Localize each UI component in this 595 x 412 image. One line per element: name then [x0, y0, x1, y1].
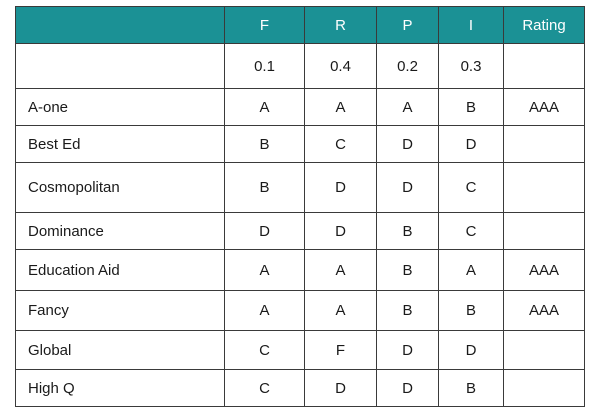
rating-value [503, 212, 585, 250]
grade-r: D [304, 369, 377, 407]
grade-p: B [376, 212, 439, 250]
table-row: Cosmopolitan B D D C [15, 162, 585, 213]
grade-f: B [224, 125, 305, 163]
grade-p: D [376, 125, 439, 163]
grade-p: D [376, 369, 439, 407]
table-row: Global C F D D [15, 330, 585, 370]
table-row: Dominance D D B C [15, 212, 585, 250]
grade-f: A [224, 88, 305, 126]
grade-i: D [438, 330, 504, 370]
weights-label [15, 43, 225, 89]
grade-f: A [224, 290, 305, 331]
rating-value: AAA [503, 290, 585, 331]
header-cell-i: I [438, 6, 504, 44]
grade-r: D [304, 162, 377, 213]
table-row: High Q C D D B [15, 369, 585, 407]
table-row: Best Ed B C D D [15, 125, 585, 163]
ratings-table: F R P I Rating 0.1 0.4 0.2 0.3 A-one A A… [15, 6, 585, 407]
grade-p: B [376, 249, 439, 291]
company-name: Dominance [15, 212, 225, 250]
header-cell-blank [15, 6, 225, 44]
grade-f: C [224, 330, 305, 370]
rating-value [503, 162, 585, 213]
grade-i: C [438, 162, 504, 213]
company-name: Fancy [15, 290, 225, 331]
table-row: A-one A A A B AAA [15, 88, 585, 126]
grade-p: D [376, 330, 439, 370]
grade-p: D [376, 162, 439, 213]
grade-i: B [438, 369, 504, 407]
table-row: Fancy A A B B AAA [15, 290, 585, 331]
weight-p: 0.2 [376, 43, 439, 89]
grade-p: B [376, 290, 439, 331]
grade-r: A [304, 88, 377, 126]
grade-r: A [304, 290, 377, 331]
company-name: Cosmopolitan [15, 162, 225, 213]
rating-value [503, 330, 585, 370]
weights-row: 0.1 0.4 0.2 0.3 [15, 43, 585, 89]
rating-value: AAA [503, 88, 585, 126]
weight-r: 0.4 [304, 43, 377, 89]
rating-value [503, 369, 585, 407]
company-name: High Q [15, 369, 225, 407]
grade-i: A [438, 249, 504, 291]
grade-r: D [304, 212, 377, 250]
grade-f: C [224, 369, 305, 407]
grade-i: C [438, 212, 504, 250]
grade-f: A [224, 249, 305, 291]
company-name: Global [15, 330, 225, 370]
weight-f: 0.1 [224, 43, 305, 89]
weight-i: 0.3 [438, 43, 504, 89]
grade-i: B [438, 290, 504, 331]
header-cell-r: R [304, 6, 377, 44]
grade-r: A [304, 249, 377, 291]
company-name: A-one [15, 88, 225, 126]
header-cell-p: P [376, 6, 439, 44]
grade-p: A [376, 88, 439, 126]
table-row: Education Aid A A B A AAA [15, 249, 585, 291]
rating-value [503, 125, 585, 163]
grade-i: B [438, 88, 504, 126]
rating-value: AAA [503, 249, 585, 291]
header-row: F R P I Rating [15, 6, 585, 44]
company-name: Education Aid [15, 249, 225, 291]
grade-f: D [224, 212, 305, 250]
grade-i: D [438, 125, 504, 163]
header-cell-rating: Rating [503, 6, 585, 44]
grade-r: C [304, 125, 377, 163]
company-name: Best Ed [15, 125, 225, 163]
header-cell-f: F [224, 6, 305, 44]
weights-rating [503, 43, 585, 89]
grade-r: F [304, 330, 377, 370]
grade-f: B [224, 162, 305, 213]
